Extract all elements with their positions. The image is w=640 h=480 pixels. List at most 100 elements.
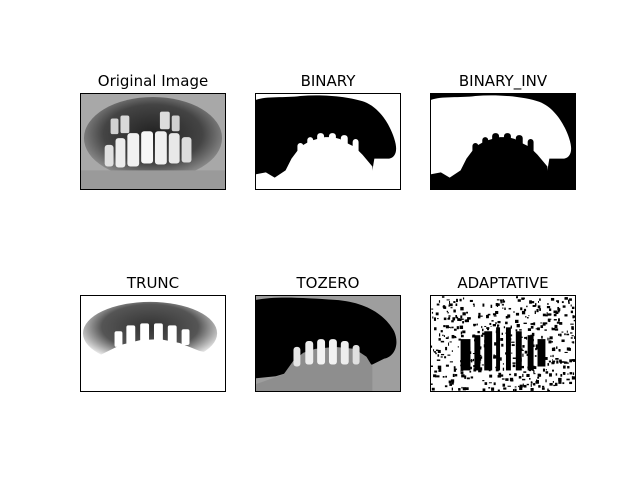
noise-speck: [486, 327, 490, 330]
noise-speck: [538, 364, 540, 366]
noise-speck: [537, 342, 541, 345]
noise-speck: [433, 317, 437, 321]
noise-speck: [500, 300, 502, 304]
noise-speck: [530, 334, 534, 338]
noise-speck: [535, 347, 537, 351]
noise-speck: [539, 374, 542, 377]
noise-speck: [509, 334, 513, 337]
noise-speck: [457, 346, 460, 348]
noise-speck: [449, 300, 451, 305]
noise-speck: [488, 382, 492, 384]
noise-speck: [519, 329, 522, 331]
noise-speck: [497, 320, 501, 324]
noise-speck: [528, 368, 532, 372]
noise-speck: [510, 378, 513, 380]
noise-speck: [484, 325, 487, 327]
noise-speck: [497, 389, 500, 391]
noise-speck: [489, 322, 492, 325]
noise-speck: [455, 315, 458, 319]
noise-speck: [500, 357, 502, 361]
noise-speck: [510, 325, 512, 329]
noise-speck: [478, 357, 482, 361]
noise-speck: [561, 331, 564, 333]
noise-speck: [508, 307, 512, 310]
noise-speck: [451, 320, 454, 323]
noise-speck: [552, 354, 554, 358]
noise-speck: [548, 338, 550, 340]
binary-image-graphic: [256, 94, 400, 189]
noise-speck: [476, 353, 479, 356]
noise-speck: [537, 376, 540, 379]
noise-speck: [531, 301, 535, 304]
noise-speck: [519, 386, 523, 391]
noise-speck: [547, 389, 550, 391]
noise-speck: [452, 317, 456, 321]
noise-speck: [550, 297, 555, 301]
noise-speck: [488, 335, 492, 339]
noise-speck: [472, 335, 476, 338]
noise-speck: [502, 301, 504, 304]
noise-speck: [480, 367, 483, 371]
noise-speck: [528, 351, 533, 353]
noise-speck: [570, 310, 574, 314]
noise-speck: [458, 338, 461, 341]
noise-speck: [536, 346, 538, 350]
noise-speck: [560, 374, 563, 377]
noise-speck: [453, 328, 457, 331]
noise-speck: [567, 362, 569, 364]
noise-speck: [473, 304, 475, 307]
noise-speck: [523, 384, 527, 388]
noise-speck: [456, 326, 459, 330]
noise-speck: [516, 296, 518, 299]
noise-speck: [523, 308, 527, 312]
noise-speck: [505, 321, 508, 325]
noise-speck: [567, 373, 569, 375]
noise-speck: [451, 350, 453, 352]
noise-speck: [532, 305, 536, 307]
noise-speck: [522, 373, 524, 377]
noise-speck: [493, 382, 496, 386]
noise-speck: [431, 345, 433, 348]
image-adaptive: [430, 295, 576, 392]
noise-speck: [526, 353, 529, 356]
noise-speck: [537, 373, 541, 377]
noise-speck: [567, 299, 570, 303]
noise-speck: [505, 315, 509, 319]
noise-speck: [542, 313, 546, 317]
noise-speck: [516, 346, 519, 350]
noise-speck: [530, 387, 534, 391]
noise-speck: [552, 359, 554, 361]
noise-speck: [535, 328, 539, 330]
noise-speck: [559, 333, 562, 337]
noise-speck: [448, 380, 452, 384]
noise-speck: [466, 358, 468, 360]
noise-speck: [531, 322, 534, 325]
noise-speck: [545, 379, 547, 383]
noise-speck: [460, 370, 464, 372]
noise-speck: [534, 303, 537, 307]
noise-speck: [520, 358, 522, 362]
noise-speck: [446, 310, 449, 313]
noise-speck: [512, 362, 516, 364]
noise-speck: [511, 352, 513, 354]
noise-speck: [493, 355, 497, 359]
noise-speck: [534, 310, 536, 315]
noise-speck: [450, 326, 452, 329]
noise-speck: [433, 374, 437, 378]
noise-speck: [508, 338, 512, 341]
noise-speck: [556, 321, 560, 324]
noise-speck: [493, 315, 497, 317]
noise-speck: [515, 319, 519, 324]
noise-speck: [461, 386, 463, 389]
noise-speck: [558, 349, 560, 352]
noise-speck: [536, 309, 539, 313]
image-binary-inv: [430, 93, 576, 190]
noise-speck: [554, 324, 558, 329]
noise-speck: [552, 369, 554, 372]
noise-speck: [545, 314, 548, 317]
noise-speck: [551, 362, 555, 364]
noise-speck: [451, 334, 455, 339]
noise-speck: [436, 303, 440, 306]
noise-speck: [562, 372, 566, 375]
noise-speck: [488, 387, 491, 389]
